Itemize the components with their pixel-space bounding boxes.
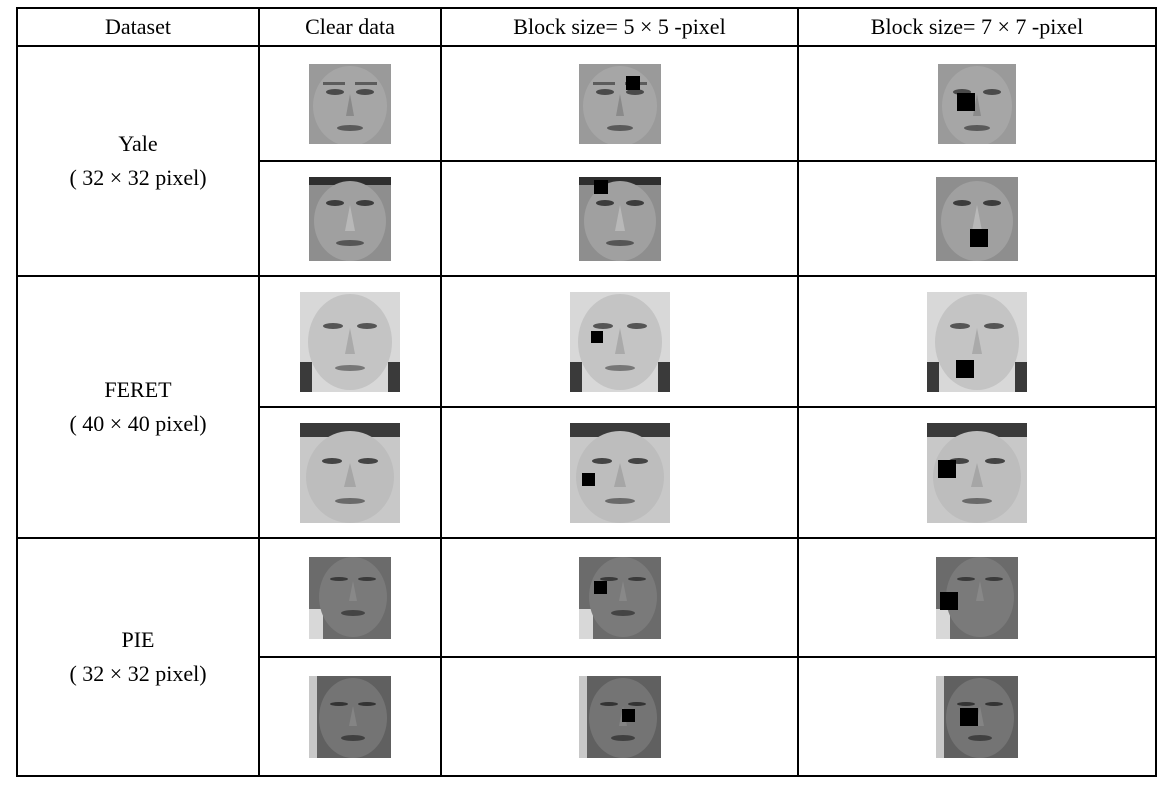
face-image [578, 556, 661, 639]
cell-block7 [797, 275, 1157, 408]
face-occlusion-table: Dataset Clear data Block size= 5 × 5 -pi… [16, 7, 1157, 777]
face-image [936, 176, 1018, 261]
header-dataset: Dataset [16, 7, 260, 47]
occlusion-block [593, 179, 608, 194]
header-block-5x5: Block size= 5 × 5 -pixel [440, 7, 799, 47]
dataset-size: ( 32 × 32 pixel) [69, 661, 207, 686]
cell-block7 [797, 656, 1157, 777]
cell-block7 [797, 45, 1157, 162]
cell-clear [258, 537, 442, 658]
header-block-7x7: Block size= 7 × 7 -pixel [797, 7, 1157, 47]
face-image [938, 63, 1016, 144]
cell-clear [258, 275, 442, 408]
occlusion-block [960, 707, 978, 726]
table-row: Yale ( 32 × 32 pixel) [16, 45, 1157, 277]
occlusion-block [956, 359, 974, 378]
occlusion-block [957, 92, 975, 111]
face-image [578, 176, 661, 261]
face-image [309, 556, 391, 639]
face-image [936, 675, 1018, 758]
cell-clear [258, 45, 442, 162]
cell-block5 [440, 275, 799, 408]
cell-block5 [440, 537, 799, 658]
face-image [936, 556, 1018, 639]
dataset-pie: PIE ( 32 × 32 pixel) [16, 537, 260, 777]
table-row: FERET ( 40 × 40 pixel) [16, 275, 1157, 539]
cell-clear [258, 160, 442, 277]
dataset-feret: FERET ( 40 × 40 pixel) [16, 275, 260, 539]
cell-block5 [440, 656, 799, 777]
dataset-name: Yale [118, 131, 158, 156]
dataset-name: PIE [121, 627, 155, 652]
header-clear-data: Clear data [258, 7, 442, 47]
dataset-yale: Yale ( 32 × 32 pixel) [16, 45, 260, 277]
table-row [17, 656, 1157, 777]
cell-block5 [440, 160, 799, 277]
occlusion-block [970, 228, 988, 247]
occlusion-block [590, 330, 603, 343]
cell-block5 [440, 406, 799, 539]
face-image [569, 422, 670, 523]
face-image [309, 675, 391, 758]
dataset-name: FERET [104, 377, 172, 402]
table-row [17, 406, 1157, 539]
occlusion-block [581, 472, 595, 486]
occlusion-block [621, 708, 635, 722]
cell-clear [258, 406, 442, 539]
table-row [17, 160, 1157, 277]
face-image [569, 291, 670, 392]
dataset-size: ( 32 × 32 pixel) [69, 165, 207, 190]
face-image [309, 63, 391, 144]
occlusion-block [938, 459, 956, 478]
occlusion-block [593, 580, 607, 594]
occlusion-block [940, 591, 958, 610]
cell-block5 [440, 45, 799, 162]
face-image [578, 675, 661, 758]
cell-block7 [797, 160, 1157, 277]
face-image [578, 63, 661, 144]
face-yale-1 [309, 63, 391, 144]
dataset-size: ( 40 × 40 pixel) [69, 411, 207, 436]
face-image [300, 291, 400, 392]
face-image [309, 176, 391, 261]
cell-block7 [797, 537, 1157, 658]
cell-block7 [797, 406, 1157, 539]
face-image [300, 422, 400, 523]
cell-clear [258, 656, 442, 777]
table-row: PIE ( 32 × 32 pixel) [16, 537, 1157, 777]
header-row: Dataset Clear data Block size= 5 × 5 -pi… [16, 7, 1157, 47]
occlusion-block [625, 75, 640, 90]
face-image [927, 291, 1027, 392]
face-image [927, 422, 1027, 523]
